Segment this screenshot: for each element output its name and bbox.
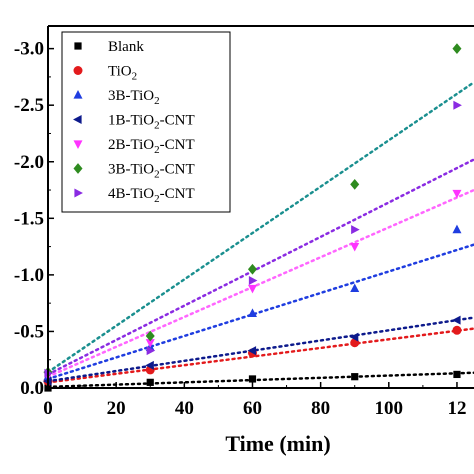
legend-label: 3B-TiO2-CNT	[108, 162, 195, 181]
axes: 0.0 -0.5 -1.0 -1.5 -2.0 -2.5 -3.0 0 20 40 60 80 100 1…	[14, 25, 474, 419]
point-1b-tio2-cnt	[452, 315, 461, 325]
x-tick-label: 40	[175, 398, 194, 419]
fit-line-3b-tio2	[46, 243, 474, 381]
fit-line-tio2	[46, 327, 474, 384]
fit-line-2b-tio2-cnt	[46, 188, 474, 378]
point-tio2	[452, 325, 462, 335]
point-1b-tio2-cnt	[247, 346, 257, 356]
point-blank	[146, 378, 154, 386]
point-blank	[453, 370, 461, 379]
x-axis-label: Time (min)	[225, 431, 330, 456]
legend-label: TiO2	[108, 64, 137, 83]
fit-line-blank	[46, 371, 474, 389]
fit-line-1b-tio2-cnt	[46, 316, 474, 383]
y-tick-label: 0.0	[20, 378, 44, 399]
y-tick-label: -0.5	[14, 321, 44, 342]
point-3b-tio2	[452, 224, 462, 234]
x-tick-label: 60	[243, 398, 262, 419]
legend-marker-blank	[74, 42, 82, 50]
y-tick-label: -3.0	[14, 39, 44, 60]
legend-label: 2B-TiO2-CNT	[108, 137, 195, 156]
point-4b-tio2-cnt	[351, 225, 360, 235]
x-tick-label: 80	[311, 398, 330, 419]
y-tick-label: -2.5	[14, 95, 44, 116]
fit-line-4b-tio2-cnt	[46, 158, 474, 376]
x-tick-label: 20	[107, 398, 126, 419]
point-3b-tio2	[350, 283, 360, 293]
point-4b-tio2-cnt	[248, 276, 258, 286]
point-4b-tio2-cnt	[453, 100, 462, 110]
legend-label: 3B-TiO2	[108, 88, 160, 107]
point-2b-tio2-cnt	[350, 242, 360, 252]
legend-marker-tio2	[73, 66, 83, 75]
point-blank	[351, 373, 359, 381]
x-tick-label: 12	[447, 398, 466, 419]
point-3b-tio2-cnt	[452, 43, 462, 55]
x-tick-label: 100	[375, 398, 404, 419]
fit-line-3b-tio2-cnt	[46, 81, 474, 374]
point-3b-tio2-cnt	[350, 178, 360, 190]
y-tick-label: -1.5	[14, 208, 44, 229]
y-tick-label: -2.0	[14, 152, 44, 173]
point-2b-tio2-cnt	[247, 284, 257, 294]
fit-lines	[46, 81, 474, 389]
legend-marker-3b-tio2	[73, 90, 83, 99]
legend-box	[61, 31, 231, 213]
point-2b-tio2-cnt	[452, 189, 462, 199]
point-1b-tio2-cnt	[349, 332, 359, 342]
legend-marker-1b-tio2-cnt	[73, 115, 82, 124]
x-tick-label: 0	[43, 398, 53, 419]
legend: Blank TiO2 3B-TiO2 1B-TiO2-CNT 2B-TiO2-CNT 3B…	[61, 31, 231, 213]
legend-marker-4b-tio2-cnt	[74, 188, 83, 198]
point-4b-tio2-cnt	[146, 346, 156, 356]
point-3b-tio2-cnt	[247, 263, 257, 275]
legend-marker-2b-tio2-cnt	[73, 140, 83, 149]
markers	[43, 43, 462, 392]
legend-label: Blank	[108, 39, 144, 55]
legend-label: 4B-TiO2-CNT	[108, 186, 195, 205]
point-2b-tio2-cnt	[145, 339, 155, 348]
point-1b-tio2-cnt	[145, 360, 154, 370]
y-tick-label: -1.0	[14, 265, 44, 286]
point-3b-tio2	[247, 308, 257, 317]
legend-label: 1B-TiO2-CNT	[108, 113, 195, 132]
point-3b-tio2-cnt	[145, 330, 155, 342]
point-blank	[248, 375, 257, 383]
legend-marker-3b-tio2-cnt	[73, 163, 83, 174]
